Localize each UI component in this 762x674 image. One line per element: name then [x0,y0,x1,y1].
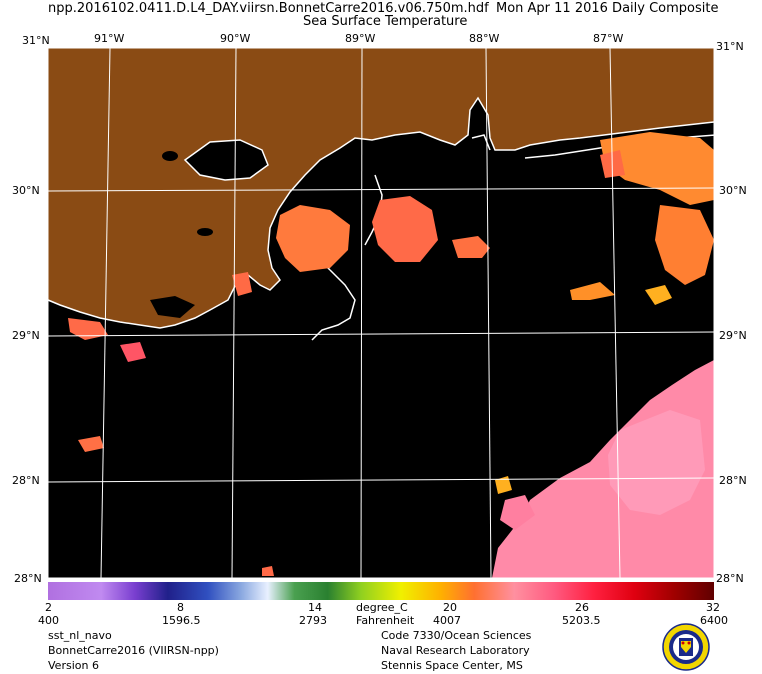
colorbar-f-4007: 4007 [433,614,461,627]
lon-label-87: 87°W [593,32,624,45]
colorbar-f-1596: 1596.5 [162,614,201,627]
colorbar-c-14: 14 [308,601,322,614]
colorbar-c-26: 26 [575,601,589,614]
footer-version: Version 6 [48,659,99,672]
colorbar-f-400: 400 [38,614,59,627]
lat-label-top-right: 31°N [716,40,744,53]
colorbar-f-6400: 6400 [700,614,728,627]
colorbar-c-20: 20 [443,601,457,614]
footer-region: BonnetCarre2016 (VIIRSN-npp) [48,644,219,657]
footer-lab: Naval Research Laboratory [381,644,530,657]
lat-label-bottom-left: 28°N [14,572,42,585]
colorbar-unit-f: Fahrenheit [356,614,415,627]
colorbar-f-5203: 5203.5 [562,614,601,627]
sst-colorbar [48,582,714,600]
footer-code: Code 7330/Ocean Sciences [381,629,532,642]
land-area [48,48,714,328]
lat-label-29-right: 29°N [719,329,747,342]
lake-west [197,228,213,236]
footer-location: Stennis Space Center, MS [381,659,523,672]
graticule [48,48,714,578]
lat-label-bottom-right: 28°N [716,572,744,585]
lon-label-90: 90°W [220,32,251,45]
colorbar-f-2793: 2793 [299,614,327,627]
lon-label-89: 89°W [345,32,376,45]
colorbar-c-32: 32 [706,601,720,614]
lake-small [162,151,178,161]
map-frame [47,47,715,579]
colorbar-c-2: 2 [45,601,52,614]
file-name-title: npp.2016102.0411.D.L4_DAY.viirsn.BonnetC… [48,1,489,16]
lat-label-30-left: 30°N [12,184,40,197]
lat-label-top-left: 31°N [22,34,50,47]
lon-label-91: 91°W [94,32,125,45]
nrl-seal-logo [662,623,710,671]
lake-south [150,296,195,318]
colorbar-c-8: 8 [177,601,184,614]
lon-label-88: 88°W [469,32,500,45]
product-title: Sea Surface Temperature [303,14,468,29]
footer-algorithm: sst_nl_navo [48,629,112,642]
lat-label-28-right: 28°N [719,474,747,487]
colorbar-unit-c: degree_C [356,601,408,614]
date-title: Mon Apr 11 2016 Daily Composite [496,1,719,16]
lake-pontchartrain [185,140,268,180]
lat-label-28-left: 28°N [12,474,40,487]
lat-label-30-right: 30°N [719,184,747,197]
lat-label-29-left: 29°N [12,329,40,342]
